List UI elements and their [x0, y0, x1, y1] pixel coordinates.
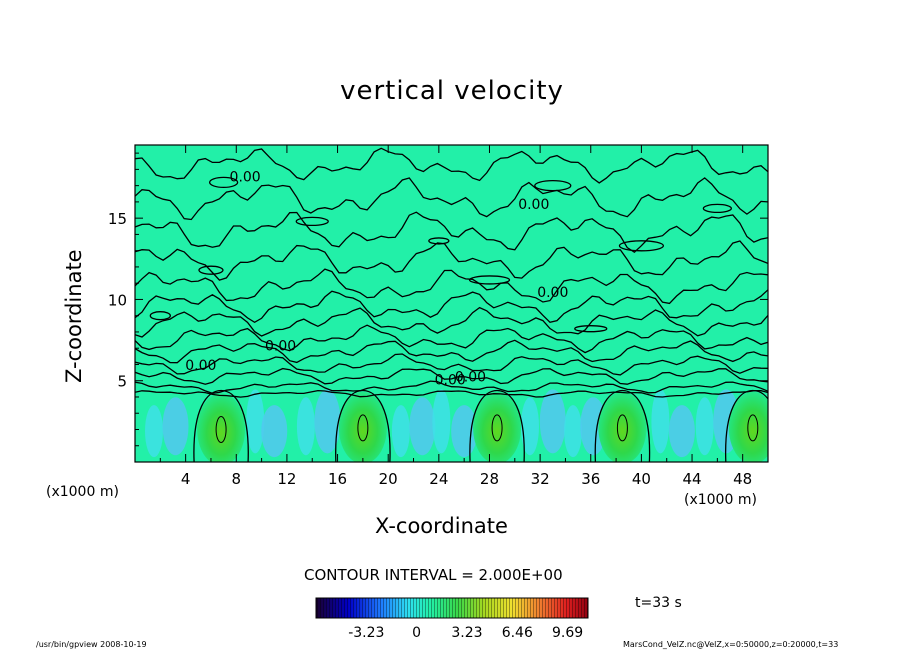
y-unit-label: (x1000 m)	[46, 484, 119, 500]
contour-cell	[428, 237, 450, 245]
zero-contour-line	[135, 367, 768, 385]
downdraft-patch	[261, 405, 288, 458]
updraft-contour-inner	[616, 414, 628, 442]
updraft-contour-inner	[357, 414, 369, 442]
downdraft-patch	[432, 389, 451, 454]
colorbar: -3.23 0 3.23 6.46 9.69	[315, 597, 589, 641]
zero-contour-line	[135, 339, 768, 364]
updraft-plume	[338, 391, 387, 462]
contour-label: 0.00	[455, 369, 486, 385]
downdraft-patch	[391, 405, 410, 458]
colorbar-tick-label: -3.23	[348, 625, 384, 641]
downdraft-patch	[314, 389, 341, 454]
downdraft-patch	[246, 389, 265, 454]
x-tick-label: 24	[429, 470, 448, 488]
zero-contour-line	[135, 289, 768, 324]
contour-cell	[198, 265, 224, 275]
contour-cell	[702, 203, 733, 214]
contour-cell	[149, 311, 171, 321]
x-tick-label: 28	[480, 470, 499, 488]
chart-title: vertical velocity	[340, 76, 564, 106]
plot-frame	[134, 144, 769, 463]
colorbar-tick-label: 9.69	[552, 625, 583, 641]
updraft-plume	[197, 393, 246, 462]
contour-label: 0.00	[230, 170, 261, 186]
zero-contour-line	[135, 380, 768, 394]
contour-label: 0.00	[435, 373, 466, 389]
x-tick-label: 32	[531, 470, 550, 488]
y-tick-label: 5	[117, 373, 127, 391]
colorbar-tick-label: 6.46	[502, 625, 533, 641]
x-tick-label: 48	[733, 470, 752, 488]
downdraft-patch	[564, 405, 583, 458]
contour-cell	[574, 325, 608, 333]
updraft-plume	[598, 391, 647, 462]
contour-cell	[208, 176, 239, 189]
contour-label: 0.00	[265, 339, 296, 355]
y-tick-label: 15	[108, 210, 127, 228]
x-tick-label: 16	[328, 470, 347, 488]
y-tick-label: 10	[108, 291, 127, 309]
colorbar-stripes	[316, 598, 588, 618]
zero-contour-line	[135, 177, 768, 221]
x-unit-label: (x1000 m)	[684, 492, 757, 508]
downdraft-patch	[695, 397, 714, 456]
x-tick-label: 40	[632, 470, 651, 488]
zero-contour-line	[135, 268, 768, 305]
updraft-contour-outer	[594, 389, 651, 462]
downdraft-patch	[296, 397, 315, 456]
contour-cell	[618, 240, 665, 252]
x-tick-label: 44	[682, 470, 701, 488]
updraft-plume	[728, 391, 768, 462]
updraft-contour-outer	[193, 389, 249, 462]
zero-contour-line	[135, 240, 768, 281]
updraft-contour-inner	[747, 414, 759, 442]
downdraft-patch	[651, 389, 670, 454]
x-axis-label: X-coordinate	[375, 514, 508, 538]
downdraft-patch	[162, 397, 189, 456]
x-tick-label: 20	[379, 470, 398, 488]
contour-interval-text: CONTOUR INTERVAL = 2.000E+00	[304, 566, 563, 584]
downdraft-patch	[409, 397, 436, 456]
updraft-plume	[473, 391, 522, 462]
downdraft-patch	[144, 405, 163, 458]
downdraft-patch	[539, 389, 566, 454]
footer-right: MarsCond_VelZ.nc@VelZ,x=0:50000,z=0:2000…	[623, 640, 839, 649]
updraft-contour-inner	[491, 414, 503, 442]
time-text: t=33 s	[635, 595, 682, 611]
zero-contour-line	[135, 353, 768, 376]
y-axis-label: Z-coordinate	[62, 249, 86, 383]
colorbar-tick-label: 0	[412, 625, 421, 641]
downdraft-patch	[668, 405, 695, 458]
x-tick-label: 36	[581, 470, 600, 488]
x-tick-label: 12	[277, 470, 296, 488]
zero-contour-line	[135, 211, 768, 254]
footer-left: /usr/bin/gpview 2008-10-19	[36, 640, 147, 649]
downdraft-patch	[580, 397, 607, 456]
colorbar-tick-label: 3.23	[451, 625, 482, 641]
downdraft-patch	[520, 397, 539, 456]
zero-contour-line	[135, 389, 768, 398]
contour-cell	[295, 216, 329, 227]
contour-cell	[468, 275, 511, 285]
zero-contour-line	[135, 306, 768, 338]
x-tick-label: 8	[232, 470, 242, 488]
contour-label: 0.00	[537, 285, 568, 301]
updraft-contour-outer	[469, 389, 525, 462]
zero-contour-line	[135, 324, 768, 354]
x-tick-label: 4	[181, 470, 191, 488]
heatmap-field: 0.000.000.000.000.000.000.00	[135, 145, 768, 462]
colorbar-frame	[315, 597, 589, 619]
updraft-contour-inner	[215, 415, 227, 443]
updraft-contour-outer	[335, 389, 391, 462]
contour-label: 0.00	[185, 358, 216, 374]
zero-contour-line	[135, 147, 768, 184]
contour-cell	[534, 179, 572, 192]
contour-label: 0.00	[518, 197, 549, 213]
